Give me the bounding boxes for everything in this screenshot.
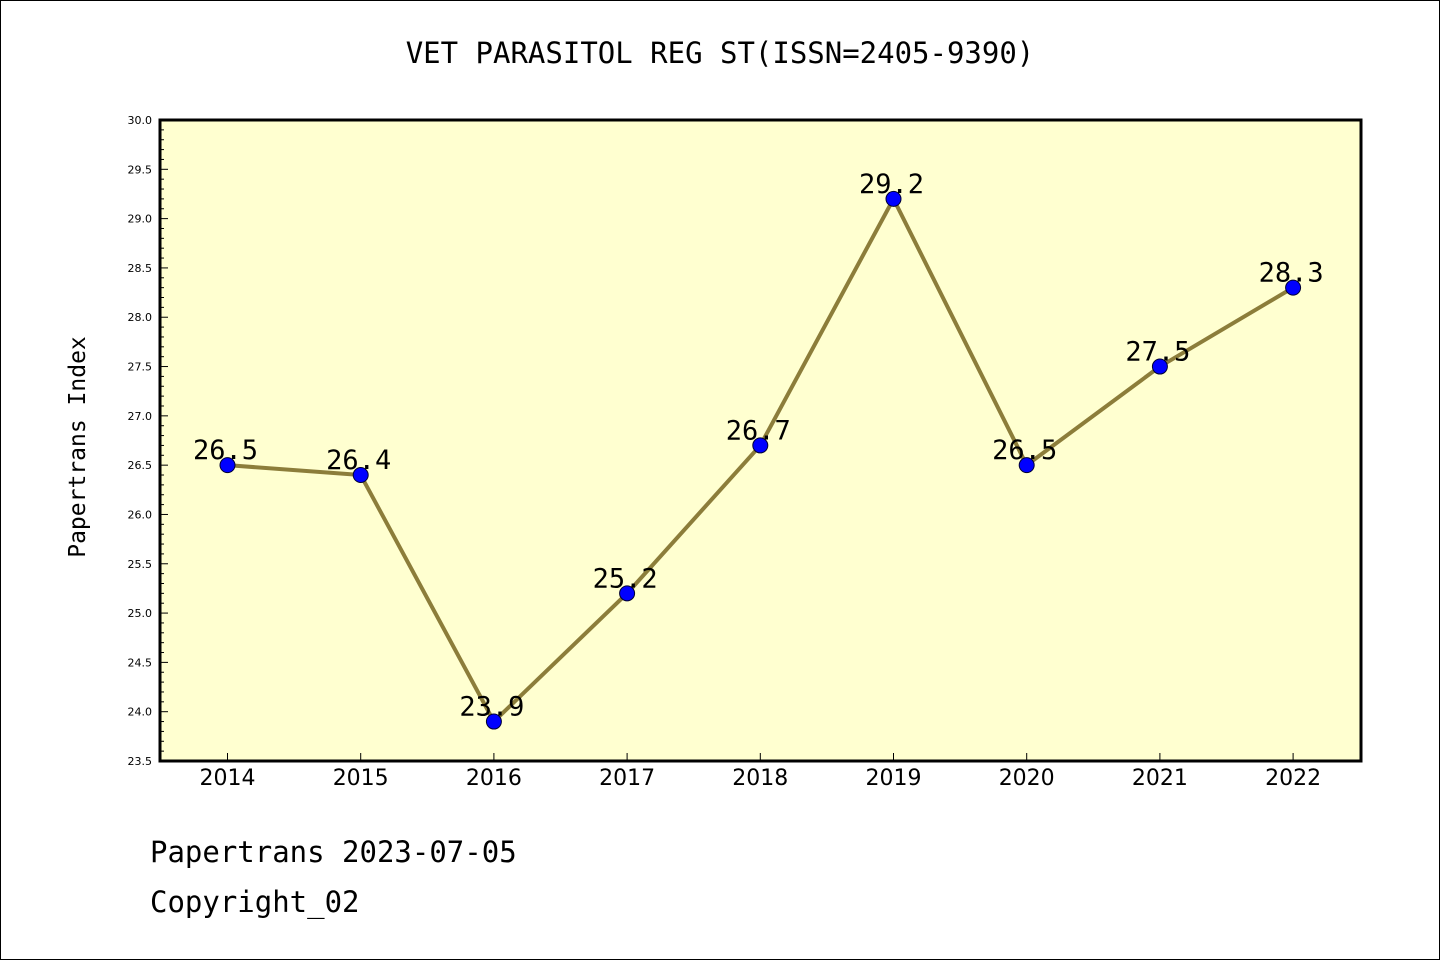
y-tick-label: 24.0 xyxy=(128,706,153,719)
footer-date-text: Papertrans 2023-07-05 xyxy=(150,835,517,869)
data-point xyxy=(352,467,369,484)
x-tick-label: 2021 xyxy=(1132,766,1188,791)
data-point xyxy=(1018,457,1035,474)
plot-border xyxy=(158,118,1363,763)
y-tick-label: 27.0 xyxy=(128,410,153,423)
data-label: 28.3 xyxy=(1259,258,1324,289)
x-tick-label: 2016 xyxy=(466,766,522,791)
x-tick-label: 2019 xyxy=(866,766,922,791)
x-tick-label: 2015 xyxy=(333,766,389,791)
data-point xyxy=(752,437,769,454)
data-label: 23.9 xyxy=(459,692,524,723)
footer-copyright-text: Copyright_02 xyxy=(150,885,360,919)
x-tick-label: 2017 xyxy=(599,766,655,791)
data-label: 26.7 xyxy=(726,415,791,446)
y-tick-label: 25.0 xyxy=(128,607,153,620)
data-label: 27.5 xyxy=(1125,337,1190,368)
y-tick-label: 29.5 xyxy=(128,163,153,176)
data-label: 25.2 xyxy=(593,563,658,594)
x-tick-label: 2018 xyxy=(732,766,788,791)
data-point xyxy=(1151,358,1168,375)
y-tick-label: 30.0 xyxy=(128,114,153,127)
y-tick-label: 23.5 xyxy=(128,755,153,768)
y-tick-label: 29.0 xyxy=(128,213,153,226)
y-tick-label: 26.5 xyxy=(128,459,153,472)
y-tick-label: 28.0 xyxy=(128,311,153,324)
data-point xyxy=(485,713,502,730)
y-tick-label: 26.0 xyxy=(128,508,153,521)
data-point xyxy=(619,585,636,602)
data-label: 26.5 xyxy=(193,435,258,466)
data-point xyxy=(1285,279,1302,296)
y-tick-label: 25.5 xyxy=(128,558,153,571)
data-label: 29.2 xyxy=(859,169,924,200)
x-tick-label: 2014 xyxy=(200,766,256,791)
x-tick-label: 2020 xyxy=(999,766,1055,791)
y-tick-label: 24.5 xyxy=(128,656,153,669)
chart-title: VET PARASITOL REG ST(ISSN=2405-9390) xyxy=(405,36,1035,70)
y-tick-label: 28.5 xyxy=(128,262,153,275)
data-label: 26.5 xyxy=(992,435,1057,466)
data-point xyxy=(885,190,902,207)
x-tick-label: 2022 xyxy=(1265,766,1321,791)
y-tick-label: 27.5 xyxy=(128,361,153,374)
data-point xyxy=(219,457,236,474)
data-label: 26.4 xyxy=(326,445,391,476)
